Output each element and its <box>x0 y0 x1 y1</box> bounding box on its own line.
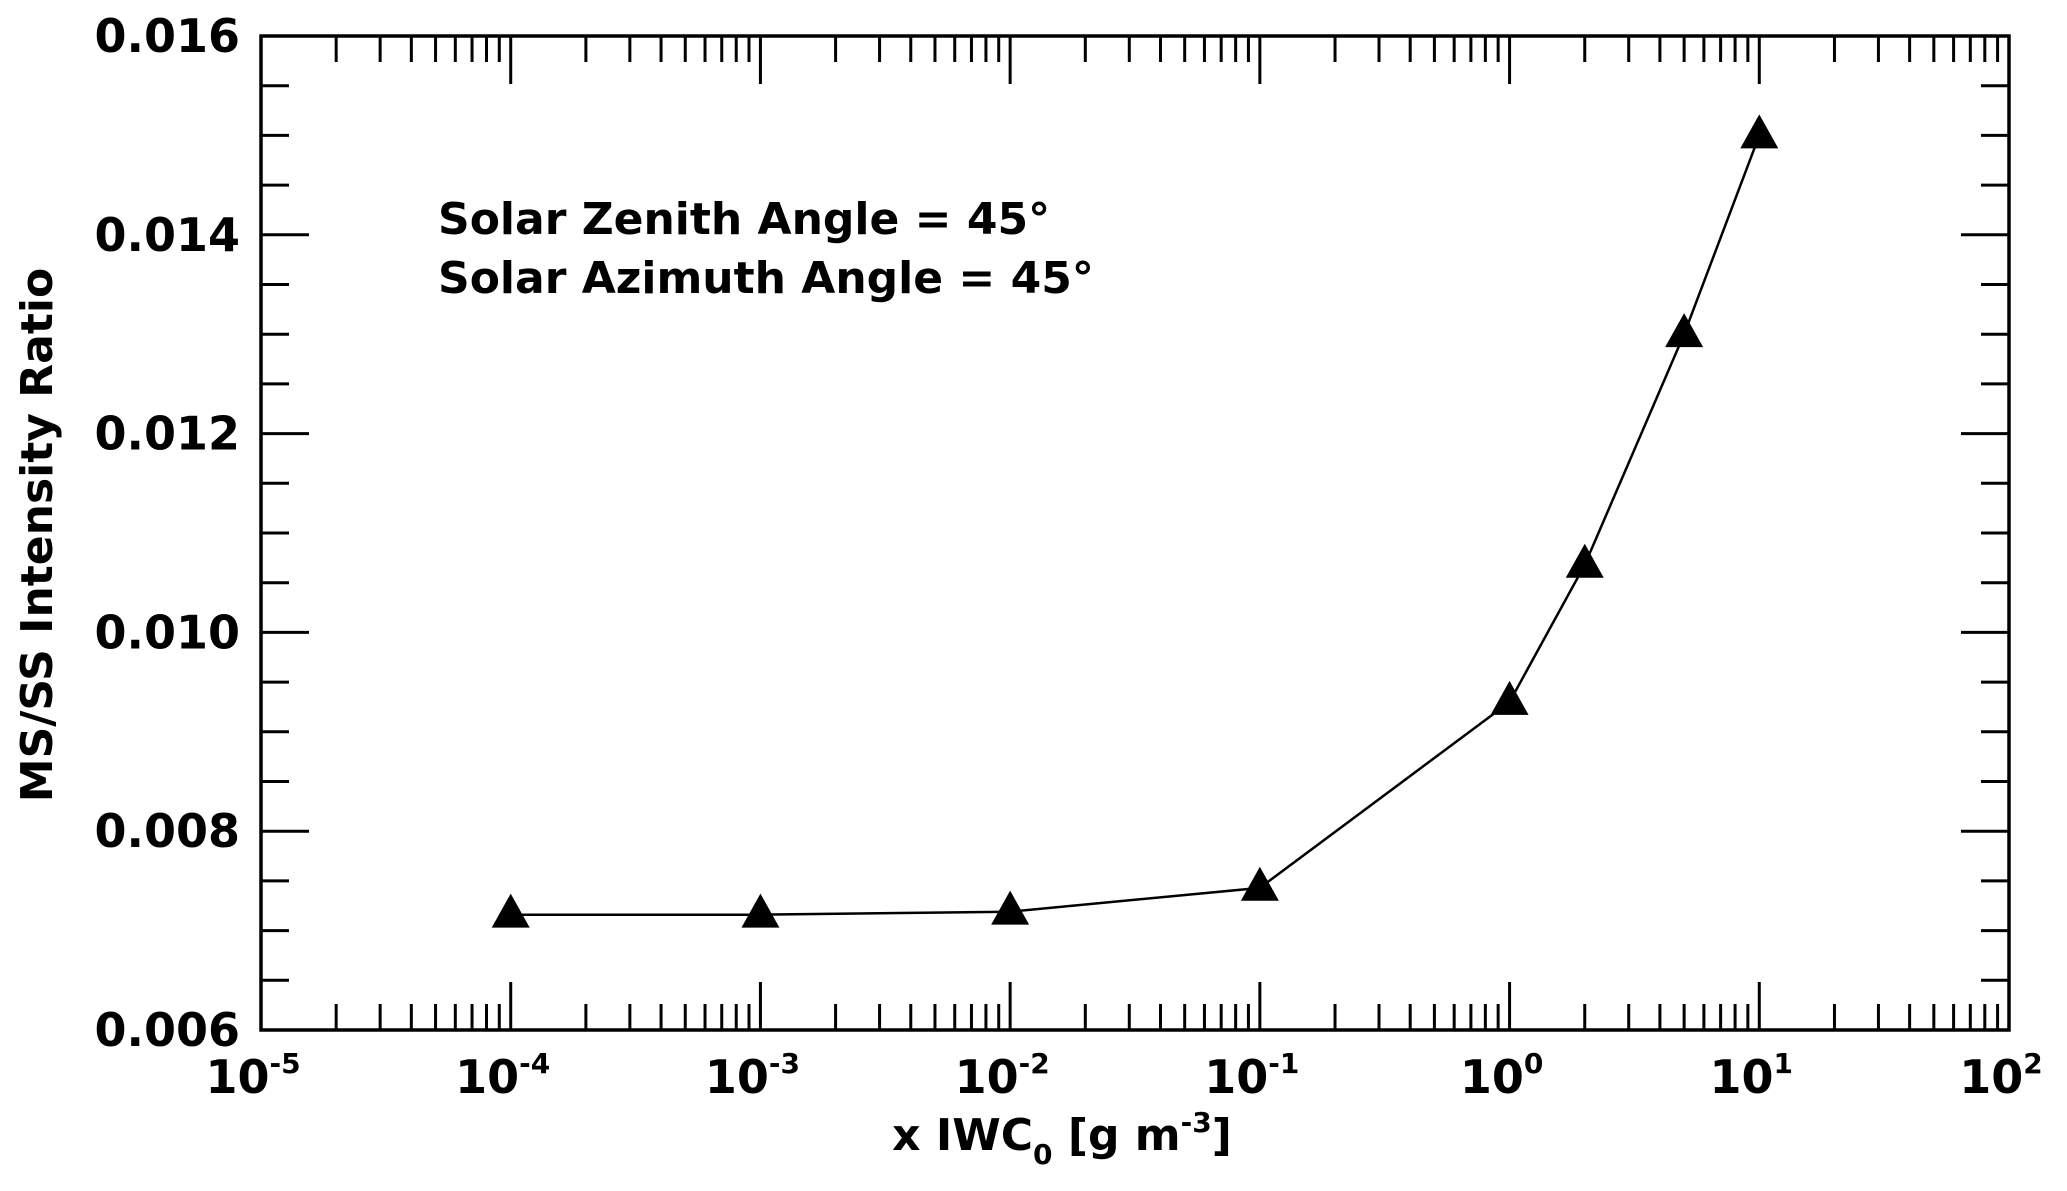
data-point-triangle <box>491 893 530 928</box>
x-axis-title-end: ] <box>1212 1110 1232 1161</box>
x-tick-label: 10-2 <box>955 1047 1050 1104</box>
y-tick-label: 0.014 <box>94 208 240 262</box>
data-point-triangle <box>1490 680 1529 715</box>
x-tick-base: 10 <box>205 1050 269 1104</box>
x-axis-title-superscript: -3 <box>1181 1106 1212 1139</box>
x-tick-base: 10 <box>1710 1050 1774 1104</box>
data-point-triangle <box>1665 313 1704 348</box>
series-layer <box>491 114 1779 928</box>
x-tick-exponent: -2 <box>1019 1047 1050 1080</box>
x-axis-title-mid: [g m <box>1053 1110 1181 1161</box>
annotation-zenith: Solar Zenith Angle = 45° <box>438 194 1050 245</box>
x-tick-label: 10-3 <box>705 1047 800 1104</box>
y-tick-label: 0.016 <box>94 9 240 63</box>
x-tick-exponent: 0 <box>1524 1047 1543 1080</box>
x-tick-base: 10 <box>955 1050 1019 1104</box>
y-tick-label: 0.008 <box>94 804 240 858</box>
y-tick-label: 0.012 <box>94 407 240 461</box>
x-tick-base: 10 <box>1204 1050 1268 1104</box>
y-tick-labels: 0.006 0.008 0.010 0.012 0.014 0.016 <box>94 9 240 1057</box>
x-tick-labels: 10-5 10-4 10-3 10-2 10-1 100 101 102 <box>205 1047 2042 1104</box>
x-tick-exponent: -3 <box>769 1047 800 1080</box>
y-axis-title: MS/SS Intensity Ratio <box>12 268 63 802</box>
x-tick-label: 10-5 <box>205 1047 300 1104</box>
x-tick-base: 10 <box>705 1050 769 1104</box>
x-tick-label: 102 <box>1959 1047 2043 1104</box>
x-tick-exponent: 1 <box>1774 1047 1793 1080</box>
y-tick-label: 0.010 <box>94 605 240 659</box>
x-tick-label: 101 <box>1710 1047 1794 1104</box>
x-tick-label: 10-1 <box>1204 1047 1299 1104</box>
x-axis-title-subscript: 0 <box>1033 1138 1052 1171</box>
x-axis-title: x IWC0 [g m-3] <box>892 1106 1232 1171</box>
x-tick-base: 10 <box>455 1050 519 1104</box>
x-axis-title-main: x IWC <box>892 1110 1033 1161</box>
x-tick-label: 100 <box>1460 1047 1544 1104</box>
x-tick-base: 10 <box>1959 1050 2023 1104</box>
x-tick-label: 10-4 <box>455 1047 550 1104</box>
y-tick-label: 0.006 <box>94 1003 240 1057</box>
x-tick-exponent: -1 <box>1268 1047 1299 1080</box>
annotation-azimuth: Solar Azimuth Angle = 45° <box>438 253 1094 304</box>
plot-frame <box>259 34 2011 1032</box>
axis-ticks <box>259 34 2011 1032</box>
x-tick-base: 10 <box>1460 1050 1524 1104</box>
x-tick-exponent: -4 <box>519 1047 550 1080</box>
data-point-triangle <box>1565 543 1604 578</box>
x-tick-exponent: 2 <box>2023 1047 2042 1080</box>
series-line <box>510 134 1761 916</box>
data-point-triangle <box>991 890 1030 925</box>
data-point-triangle <box>1740 114 1779 149</box>
data-point-triangle <box>1240 866 1279 901</box>
data-point-triangle <box>741 893 780 928</box>
x-tick-exponent: -5 <box>269 1047 300 1080</box>
